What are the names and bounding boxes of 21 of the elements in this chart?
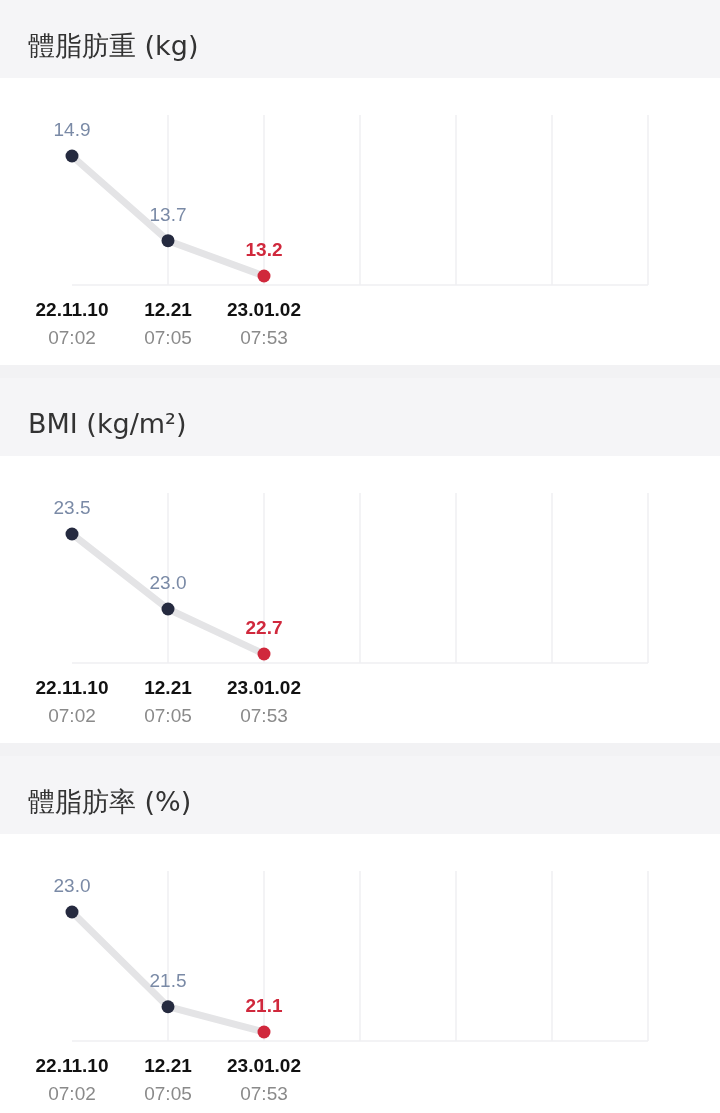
x-tick-label: 22.11.10 07:02 <box>35 299 109 348</box>
x-tick-label: 22.11.10 07:02 <box>35 1055 109 1104</box>
chart-title: 體脂肪重 (kg) <box>28 30 199 61</box>
data-label: 22.7 <box>245 617 283 638</box>
data-label: 23.0 <box>53 875 91 896</box>
data-label: 14.9 <box>53 119 91 140</box>
x-tick-label: 23.01.02 07:53 <box>227 1055 301 1104</box>
x-tick-label: 23.01.02 07:53 <box>227 677 301 726</box>
data-label: 21.5 <box>149 969 187 991</box>
data-label: 13.2 <box>245 239 283 260</box>
x-tick-label: 23.01.02 07:53 <box>227 299 301 348</box>
x-tick-label: 12.21 07:05 <box>144 1055 193 1104</box>
x-tick-label: 22.11.10 07:02 <box>35 677 109 726</box>
chart-title: 體脂肪率 (%) <box>28 786 192 817</box>
x-tick-label: 12.21 07:05 <box>144 677 193 726</box>
data-label: 23.5 <box>53 497 91 518</box>
data-label: 13.7 <box>149 203 187 225</box>
chart-title: BMI (kg/m²) <box>28 408 187 439</box>
data-label: 21.1 <box>245 995 283 1016</box>
data-label: 23.0 <box>149 572 187 593</box>
x-tick-label: 12.21 07:05 <box>144 299 193 348</box>
